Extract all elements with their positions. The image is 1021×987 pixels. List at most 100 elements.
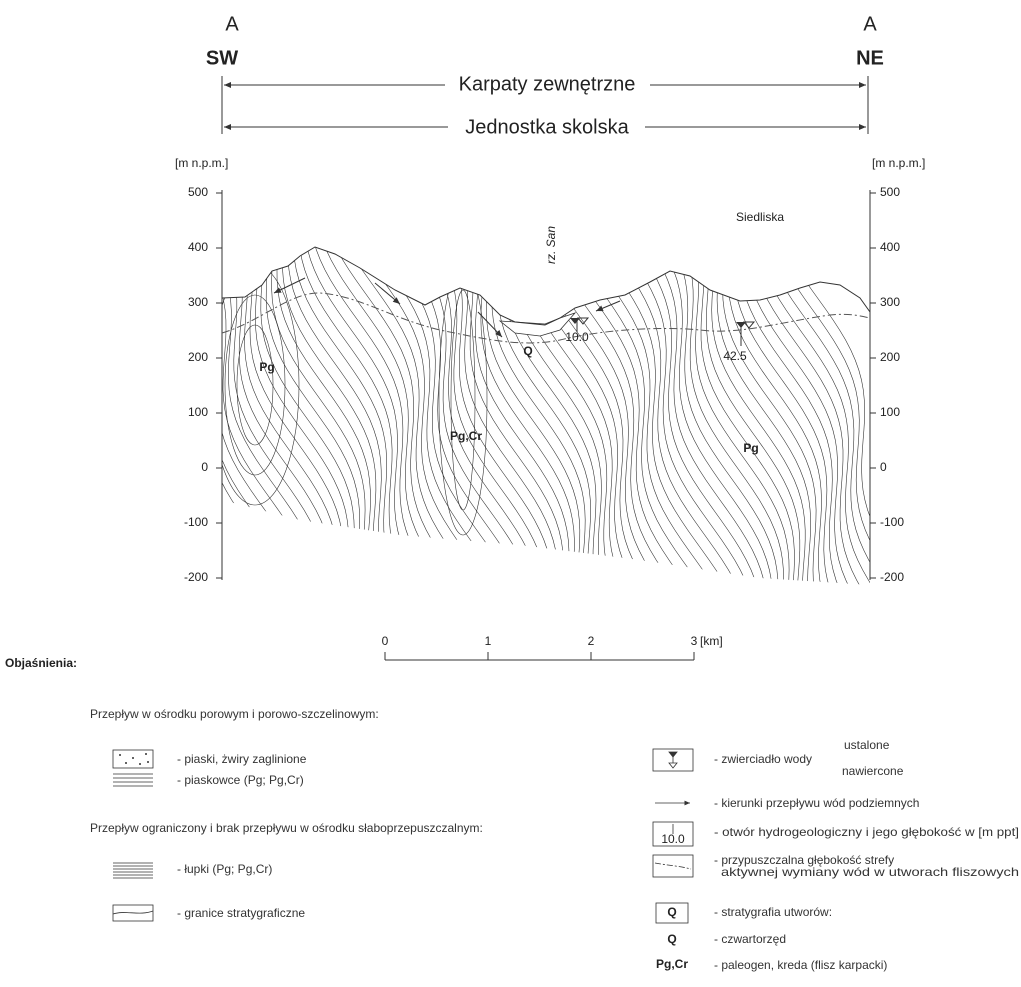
stratum-line — [319, 230, 459, 600]
stratum-line — [497, 230, 591, 600]
stratum-line — [46, 230, 141, 600]
scale-label: 3 — [691, 634, 698, 648]
stratum-line — [215, 230, 327, 600]
stratum-line — [374, 230, 518, 600]
tick-label: 500 — [188, 185, 208, 199]
stratum-line — [401, 230, 535, 600]
stratum-line — [664, 230, 778, 600]
scale-label: 2 — [588, 634, 595, 648]
stratum-line — [13, 230, 113, 600]
fold-line — [451, 290, 475, 510]
legend-group: Przepływ ograniczony i brak przepływu w … — [90, 821, 483, 835]
stratum-line — [755, 230, 881, 600]
stratum-line — [266, 230, 360, 600]
stratum-line — [0, 230, 24, 600]
stratum-line — [492, 230, 586, 600]
strata — [0, 230, 922, 600]
tick-label: 0 — [880, 460, 887, 474]
active-zone-depth — [222, 293, 870, 343]
stratum-line — [513, 230, 620, 600]
stratum-line — [41, 230, 135, 600]
stratum-line — [35, 230, 128, 600]
legend-item: - kierunki przepływu wód podziemnych — [714, 796, 919, 810]
stratum-line — [0, 230, 102, 600]
stratum-line — [190, 230, 316, 600]
stratum-line — [723, 230, 817, 600]
stratum-line — [712, 230, 806, 600]
stratum-line — [255, 230, 349, 600]
stratum-line — [508, 230, 609, 600]
section-end: A — [225, 13, 239, 35]
stratum-line — [288, 230, 395, 600]
stratum-line — [272, 230, 366, 600]
stratum-line — [0, 230, 84, 600]
strata-label: Pg,Cr — [450, 429, 482, 443]
flow-arrows — [274, 278, 620, 337]
stratum-line — [0, 230, 68, 600]
tick-label: 500 — [880, 185, 900, 199]
stratum-line — [238, 230, 339, 600]
legend-item: nawiercone — [842, 764, 904, 778]
legend-item: - granice stratygraficzne — [177, 906, 305, 920]
legend-item: - paleogen, kreda (flisz karpacki) — [714, 958, 887, 972]
place-name: Siedliska — [736, 210, 784, 224]
stratum-line — [427, 230, 547, 600]
tick-label: 200 — [880, 350, 900, 364]
stratum-line — [652, 230, 773, 600]
stratum-line — [0, 230, 59, 600]
stratum-line — [163, 230, 302, 600]
legend-item: - stratygrafia utworów: — [714, 905, 832, 919]
stratum-line — [30, 230, 124, 600]
legend-key: Pg,Cr — [656, 957, 688, 971]
legend-icon-text: Q — [667, 905, 676, 919]
axis-unit: [m n.p.m.] — [175, 156, 228, 170]
strata-label: Pg — [743, 441, 758, 455]
stratum-line — [553, 230, 697, 600]
stratum-line — [612, 230, 753, 600]
well-depth: 10.0 — [565, 330, 589, 344]
stratum-line — [574, 230, 722, 600]
section-end: A — [863, 13, 877, 35]
legend-title: Objaśnienia: — [5, 656, 77, 670]
stratum-line — [203, 230, 322, 600]
direction: NE — [856, 47, 884, 69]
stratum-line — [52, 230, 150, 600]
stratum-line — [299, 230, 420, 600]
scale-unit: [km] — [700, 634, 723, 648]
legend-group: Przepływ w ośrodku porowym i porowo-szcz… — [90, 707, 379, 721]
legend-item: ustalone — [844, 738, 890, 752]
tick-label: -100 — [880, 515, 904, 529]
legend-item: aktywnej wymiany wód w utworach fliszowy… — [721, 865, 1019, 879]
stratum-line — [481, 230, 575, 600]
stratum-line — [0, 230, 11, 600]
fold-line — [211, 265, 299, 505]
stratum-line — [687, 230, 789, 600]
legend-icon-text: 10.0 — [661, 832, 685, 846]
stratum-line — [744, 230, 856, 600]
legend-item: - piaskowce (Pg; Pg,Cr) — [177, 773, 304, 787]
stratum-line — [57, 230, 159, 600]
stratum-line — [537, 230, 671, 600]
legend-key: Q — [667, 932, 676, 946]
legend-item: - czwartorzęd — [714, 932, 786, 946]
stratum-line — [0, 230, 48, 600]
stratum-line — [94, 230, 235, 600]
tick-label: 300 — [188, 295, 208, 309]
stratum-line — [486, 230, 580, 600]
scale-label: 1 — [485, 634, 492, 648]
stratum-line — [361, 230, 508, 600]
axis-unit: [m n.p.m.] — [872, 156, 925, 170]
fold-line — [237, 325, 273, 445]
stratum-line — [0, 230, 91, 600]
tick-label: 300 — [880, 295, 900, 309]
tick-label: 400 — [880, 240, 900, 254]
tick-label: 100 — [880, 405, 900, 419]
legend-item: - piaski, żwiry zaglinione — [177, 752, 307, 766]
stratum-line — [22, 230, 118, 600]
stratum-line — [414, 230, 541, 600]
stratum-line — [62, 230, 170, 600]
stratum-line — [261, 230, 355, 600]
stratum-line — [0, 230, 77, 600]
stratum-line — [293, 230, 407, 600]
stratum-line — [503, 230, 600, 600]
